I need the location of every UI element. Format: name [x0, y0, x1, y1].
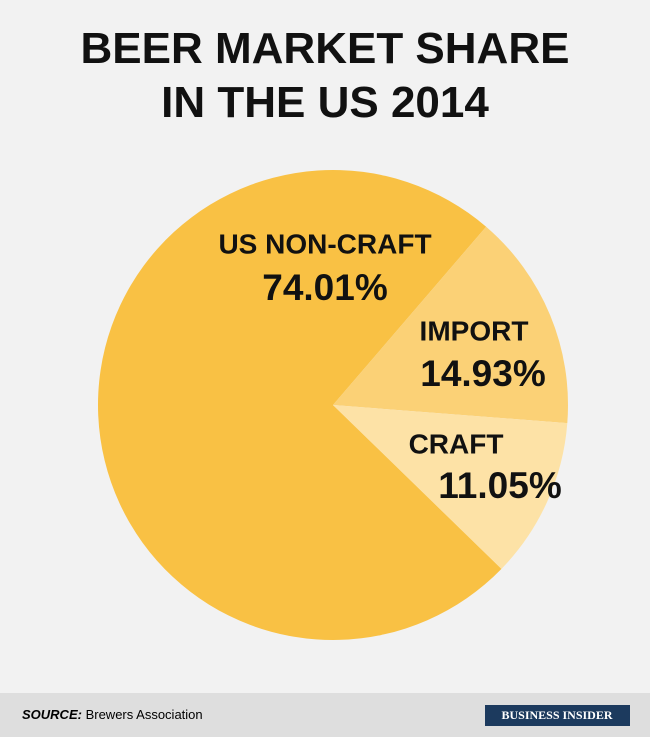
source-text: Brewers Association — [86, 707, 203, 722]
slice-label: IMPORT — [420, 315, 529, 346]
slice-label: CRAFT — [409, 428, 504, 459]
pie-slice — [97, 169, 502, 641]
value-label: 14.93% — [420, 353, 546, 394]
source: SOURCE: Brewers Association — [22, 707, 203, 722]
slice-label: US NON-CRAFT — [218, 228, 431, 259]
logo-box — [485, 705, 630, 726]
value-label: 11.05% — [438, 465, 561, 506]
pie-slice — [333, 226, 568, 424]
source-label: SOURCE: — [22, 707, 82, 722]
logo: BUSINESS INSIDER — [501, 708, 612, 722]
pie-slice — [333, 405, 568, 569]
value-label: 74.01% — [262, 267, 388, 308]
chart-title: BEER MARKET SHARE IN THE US 2014 — [80, 24, 570, 127]
